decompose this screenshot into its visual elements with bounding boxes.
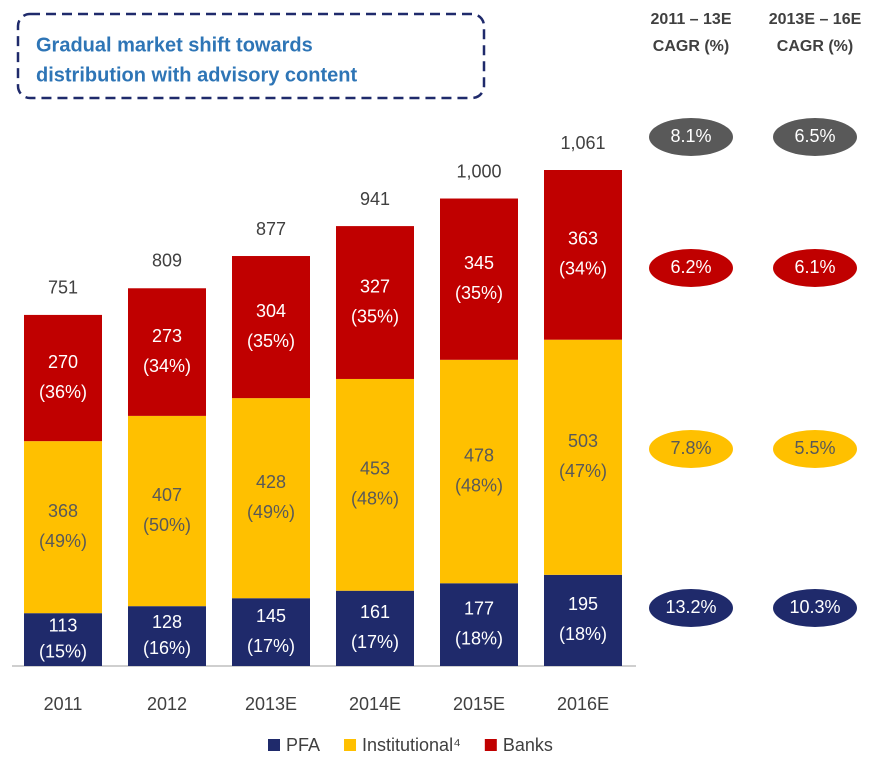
value-label: 177 (464, 598, 494, 618)
cagr-label: 7.8% (670, 438, 711, 458)
cagr-label: 6.5% (794, 126, 835, 146)
cagr-oval (649, 118, 733, 156)
bar-segment (440, 583, 518, 666)
bar-segment (24, 314, 102, 442)
x-tick-label: 2016E (557, 694, 609, 714)
value-label: 478 (464, 445, 494, 465)
chart-title: Gradual market shift towards (36, 34, 313, 56)
bar-segment (336, 378, 414, 591)
total-label: 809 (152, 251, 182, 271)
bar-segment (336, 226, 414, 379)
value-label: 428 (256, 472, 286, 492)
value-label: 270 (48, 352, 78, 372)
bar-segment (544, 574, 622, 666)
value-label: 345 (464, 253, 494, 273)
value-label: 304 (256, 301, 286, 321)
bar-segment (544, 339, 622, 575)
cagr-label: 5.5% (794, 438, 835, 458)
x-tick-label: 2012 (147, 694, 187, 714)
cagr-oval (773, 589, 857, 627)
value-label: 503 (568, 431, 598, 451)
value-label: 453 (360, 459, 390, 479)
x-tick-label: 2011 (44, 694, 83, 714)
total-label: 941 (360, 189, 390, 209)
share-label: (18%) (455, 628, 503, 648)
share-label: (17%) (351, 632, 399, 652)
share-label: (48%) (351, 489, 399, 509)
value-label: 195 (568, 594, 598, 614)
cagr-header: CAGR (%) (777, 38, 853, 55)
x-tick-label: 2013E (245, 694, 297, 714)
cagr-label: 6.1% (794, 257, 835, 277)
bar-segment (128, 415, 206, 607)
legend-swatch (268, 739, 280, 751)
bar-segment (24, 613, 102, 666)
share-label: (17%) (247, 636, 295, 656)
value-label: 113 (49, 615, 78, 635)
bar-segment (128, 288, 206, 416)
share-label: (48%) (455, 475, 503, 495)
share-label: (35%) (247, 331, 295, 351)
bar-segment (440, 198, 518, 360)
chart-title: distribution with advisory content (36, 64, 357, 86)
cagr-header: 2013E – 16E (769, 11, 862, 28)
value-label: 407 (152, 485, 182, 505)
share-label: (36%) (39, 382, 87, 402)
cagr-oval (773, 430, 857, 468)
share-label: (49%) (39, 531, 87, 551)
value-label: 363 (568, 229, 598, 249)
share-label: (35%) (455, 283, 503, 303)
bar-segment (128, 606, 206, 666)
value-label: 145 (256, 606, 286, 626)
total-label: 1,061 (560, 133, 605, 153)
cagr-oval (649, 589, 733, 627)
cagr-label: 13.2% (665, 597, 716, 617)
legend-label: PFA (286, 735, 320, 755)
total-label: 751 (48, 278, 78, 298)
share-label: (50%) (143, 515, 191, 535)
value-label: 273 (152, 326, 182, 346)
bar-segment (232, 598, 310, 666)
cagr-label: 8.1% (670, 126, 711, 146)
value-label: 161 (360, 602, 390, 622)
bar-segment (544, 170, 622, 340)
legend-label: Banks (503, 735, 553, 755)
value-label: 368 (48, 501, 78, 521)
cagr-label: 6.2% (670, 257, 711, 277)
share-label: (16%) (143, 638, 191, 658)
share-label: (34%) (559, 259, 607, 279)
legend-label: Institutional⁴ (362, 735, 461, 755)
cagr-oval (773, 118, 857, 156)
value-label: 327 (360, 276, 390, 296)
cagr-header: CAGR (%) (653, 38, 729, 55)
cagr-oval (649, 430, 733, 468)
bar-segment (24, 441, 102, 614)
cagr-oval (773, 249, 857, 287)
share-label: (34%) (143, 356, 191, 376)
share-label: (47%) (559, 461, 607, 481)
cagr-header: 2011 – 13E (651, 11, 732, 28)
bar-segment (232, 398, 310, 599)
value-label: 128 (152, 612, 182, 632)
legend-swatch (344, 739, 357, 751)
share-label: (18%) (559, 624, 607, 644)
share-label: (49%) (247, 502, 295, 522)
cagr-oval (649, 249, 733, 287)
title-box (16, 12, 486, 100)
bar-segment (440, 359, 518, 584)
total-label: 1,000 (456, 161, 501, 181)
share-label: (15%) (39, 641, 87, 661)
x-tick-label: 2015E (453, 694, 505, 714)
total-label: 877 (256, 219, 286, 239)
bar-segment (232, 256, 310, 399)
x-tick-label: 2014E (349, 694, 401, 714)
bar-segment (336, 590, 414, 666)
share-label: (35%) (351, 306, 399, 326)
cagr-label: 10.3% (789, 597, 840, 617)
legend-swatch (484, 739, 497, 751)
